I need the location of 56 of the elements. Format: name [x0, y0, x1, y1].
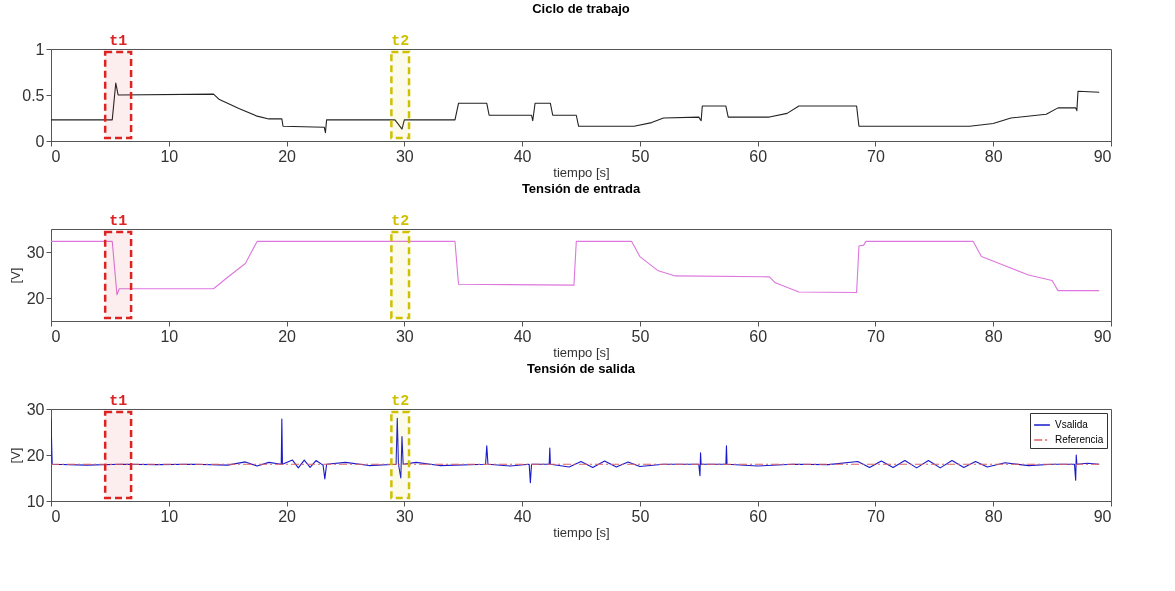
x-tick-label: 30 [395, 147, 414, 165]
band-label: t2 [391, 213, 410, 230]
band-label: t2 [391, 33, 410, 50]
x-tick-label: 90 [1093, 327, 1112, 345]
x-tick-label: 80 [984, 327, 1003, 345]
y-axis-title: [V] [7, 447, 23, 464]
legend-label: Vsalida [1055, 419, 1089, 430]
x-tick-label: 80 [984, 507, 1003, 525]
x-axis-title: tiempo [s] [553, 344, 610, 360]
chart-title: Tensión de salida [526, 361, 636, 376]
y-tick-label: 1 [35, 40, 45, 58]
x-tick-label: 70 [867, 147, 885, 165]
x-tick-label: 30 [395, 507, 414, 525]
y-tick-label: 30 [26, 243, 45, 261]
line-series [51, 240, 1100, 296]
x-tick-label: 70 [867, 507, 885, 525]
x-tick-label: 50 [631, 507, 650, 525]
x-tick-label: 50 [631, 327, 650, 345]
y-tick-label: 20 [26, 289, 45, 307]
x-tick-label: 50 [631, 147, 650, 165]
y-axis-title: [V] [7, 267, 23, 284]
x-tick-label: 60 [749, 147, 768, 165]
y-tick-label: 30 [26, 400, 45, 418]
x-tick-label: 70 [867, 327, 885, 345]
x-tick-label: 40 [513, 327, 532, 345]
chart-title: Ciclo de trabajo [532, 1, 630, 16]
x-tick-label: 80 [984, 147, 1003, 165]
x-tick-label: 30 [395, 327, 414, 345]
x-tick-label: 40 [513, 507, 532, 525]
x-tick-label: 10 [160, 507, 179, 525]
x-tick-label: 60 [749, 507, 768, 525]
x-tick-label: 20 [278, 507, 297, 525]
x-tick-label: 20 [278, 147, 297, 165]
y-tick-label: 0 [35, 132, 45, 150]
x-tick-label: 0 [51, 507, 61, 525]
x-tick-label: 90 [1093, 507, 1112, 525]
chart-title: Tensión de entrada [521, 181, 641, 196]
legend-label: Referencia [1055, 434, 1104, 445]
y-tick-label: 10 [26, 492, 45, 510]
x-tick-label: 10 [160, 327, 179, 345]
band-label: t1 [109, 213, 128, 230]
x-tick-label: 0 [51, 147, 61, 165]
x-tick-label: 90 [1093, 147, 1112, 165]
x-tick-label: 0 [51, 327, 61, 345]
band-label: t1 [109, 33, 128, 50]
y-tick-label: 20 [26, 446, 45, 464]
y-tick-label: 0.5 [22, 86, 45, 104]
x-tick-label: 10 [160, 147, 179, 165]
x-tick-label: 20 [278, 327, 297, 345]
x-axis-title: tiempo [s] [553, 164, 610, 180]
line-series [51, 82, 1100, 134]
x-axis-title: tiempo [s] [553, 524, 610, 540]
x-tick-label: 40 [513, 147, 532, 165]
x-tick-label: 60 [749, 327, 768, 345]
band-label: t2 [391, 393, 410, 410]
band-label: t1 [109, 393, 128, 410]
